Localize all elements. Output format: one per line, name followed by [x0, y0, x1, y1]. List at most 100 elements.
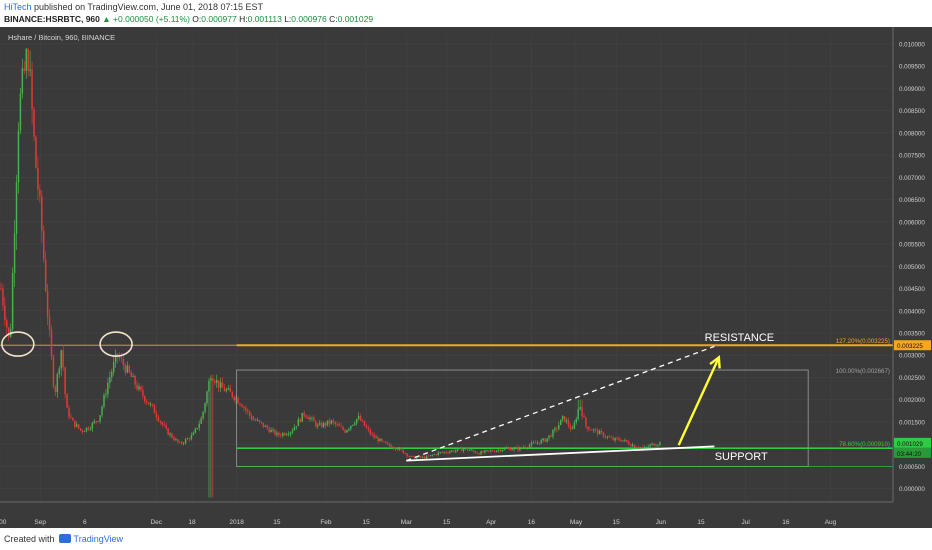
candle-body	[256, 420, 259, 421]
annotations-front: RESISTANCE SUPPORT 127.20%(0.003225) 100.00…	[1, 331, 890, 463]
candle-body	[604, 436, 607, 438]
candle-body	[91, 422, 94, 430]
candle-body	[41, 196, 43, 231]
candle-body	[412, 456, 414, 457]
y-tick-label: 0.004000	[899, 308, 925, 315]
candle-body	[346, 430, 348, 433]
candle-body	[301, 412, 303, 422]
candle-body	[571, 428, 574, 430]
candle-body	[95, 421, 97, 422]
candle-body	[184, 439, 187, 444]
candle-body	[546, 438, 548, 442]
candle-body	[70, 416, 72, 418]
candle-body	[484, 450, 486, 453]
candle-body	[495, 450, 498, 452]
candle-body	[507, 448, 509, 449]
candle-body	[250, 415, 253, 420]
candle-body	[425, 455, 428, 459]
candle-body	[641, 447, 644, 449]
candle-body	[482, 451, 484, 453]
candle-body	[177, 439, 179, 443]
candle-body	[315, 421, 317, 427]
candle-body	[503, 448, 506, 451]
candle-body	[68, 407, 70, 417]
candle-body	[25, 48, 27, 71]
candle-body	[429, 454, 432, 456]
candle-body	[486, 450, 488, 452]
price-axis[interactable]: 0.010000 0.009500 0.009000 0.008500 0.008000…	[892, 27, 932, 528]
candle-body	[169, 433, 171, 435]
candle-body	[488, 450, 490, 452]
candle-body	[305, 415, 307, 418]
candle-body	[118, 356, 121, 359]
candle-body	[299, 419, 302, 422]
candle-body	[645, 446, 647, 448]
candle-body	[274, 429, 276, 435]
candle-body	[523, 447, 525, 449]
candle-body	[217, 380, 220, 388]
candle-body	[418, 456, 420, 458]
y-tick-label: 0.007000	[899, 175, 925, 182]
candle-body	[130, 372, 132, 377]
candle-body	[628, 441, 630, 445]
high-label: H:	[239, 14, 248, 24]
candle-body	[252, 419, 255, 421]
y-tick-label: 0.006000	[899, 219, 925, 226]
candle-body	[324, 422, 327, 426]
candle-body	[309, 418, 311, 420]
candle-body	[624, 439, 626, 441]
candle-body	[136, 384, 138, 390]
candle-body	[29, 69, 31, 72]
y-tick-label: 0.008500	[899, 108, 925, 115]
candle-body	[37, 167, 39, 190]
candle-body	[521, 447, 523, 448]
candle-body	[140, 386, 142, 390]
candle-body	[530, 442, 533, 446]
time-axis[interactable]: 8:00 Sep 6 Dec 18 2018 15 Feb 15 Mar 15 Apr 16 May 15 J…	[0, 501, 893, 526]
candle-body	[581, 407, 583, 417]
candle-body	[392, 447, 395, 449]
candle-body	[266, 425, 268, 429]
candle-body	[76, 424, 78, 427]
candle-body	[142, 389, 144, 397]
candle-body	[474, 451, 476, 453]
candle-body	[600, 430, 603, 433]
candle-body	[112, 362, 115, 372]
target-arrow-shaft	[677, 356, 720, 446]
candle-body	[23, 68, 26, 71]
tradingview-link[interactable]: TradingView	[73, 534, 124, 544]
candle-body	[214, 381, 216, 383]
candle-body	[610, 437, 612, 439]
candle-body	[550, 435, 552, 437]
symbol-label: BINANCE:HSRBTC, 960	[4, 14, 100, 24]
candle-body	[2, 288, 4, 306]
candle-body	[336, 424, 338, 425]
candle-body	[367, 427, 370, 430]
candle-body	[241, 404, 243, 407]
candle-body	[8, 327, 10, 337]
x-tick-label: 6	[83, 519, 87, 526]
candle-body	[330, 420, 333, 424]
candle-body	[456, 448, 459, 451]
chart-area[interactable]: Hshare / Bitcoin, 960, BINANCE RESISTANC…	[0, 27, 932, 528]
candle-body	[54, 386, 57, 393]
author-link[interactable]: HiTech	[4, 2, 32, 12]
x-tick-label: Apr	[486, 519, 497, 526]
candle-body	[149, 403, 152, 405]
candle-body	[21, 68, 24, 94]
chart-background	[0, 27, 932, 528]
candle-body	[163, 424, 165, 426]
candle-body	[631, 444, 634, 447]
candle-body	[116, 353, 119, 357]
price-chart[interactable]: Hshare / Bitcoin, 960, BINANCE RESISTANC…	[0, 27, 932, 528]
candle-body	[525, 447, 527, 449]
candle-body	[593, 429, 595, 431]
candle-body	[647, 446, 649, 448]
candle-body	[505, 448, 508, 449]
candle-body	[124, 365, 127, 373]
candle-body	[278, 432, 280, 436]
candle-body	[381, 438, 383, 441]
candle-body	[352, 424, 354, 426]
y-tick-label: 0.005000	[899, 264, 925, 271]
candle-body	[126, 365, 129, 373]
